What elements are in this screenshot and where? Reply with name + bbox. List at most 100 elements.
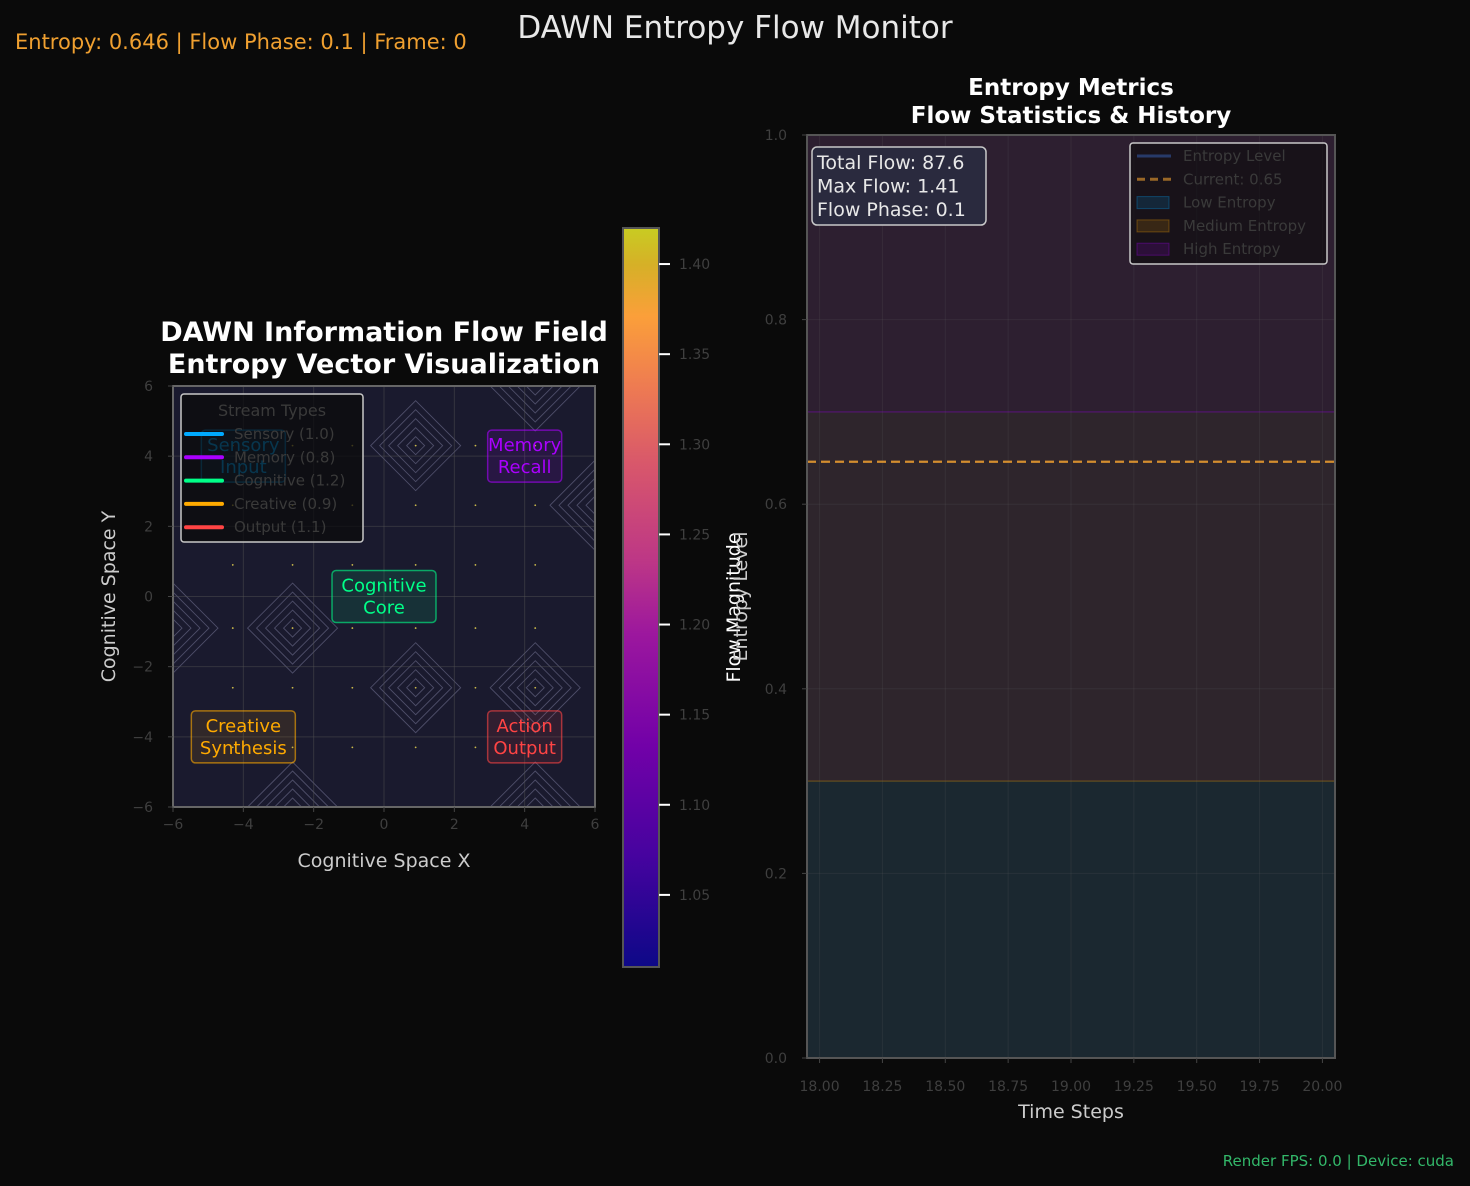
legend-label: Sensory (1.0) — [234, 425, 335, 443]
region-label: Synthesis — [200, 738, 287, 759]
entropy-metrics-panel: 18.00 18.25 18.50 18.75 19.00 19.25 19.50 19.75… — [730, 75, 1342, 1123]
panel-title: DAWN Information Flow Field — [160, 317, 608, 348]
flow-vector — [474, 746, 477, 749]
contour-line — [525, 797, 545, 807]
contour-line — [273, 609, 312, 647]
region-box — [190, 710, 297, 764]
contour-line — [246, 761, 339, 807]
colorbar-tick-label: 1.35 — [679, 347, 710, 363]
contour-line — [173, 618, 183, 638]
flow-vector — [291, 686, 294, 689]
x-tick-label: 18.00 — [800, 1079, 840, 1095]
legend-swatch — [1136, 219, 1170, 233]
x-tick-label: 18.75 — [988, 1079, 1028, 1095]
x-tick-label: 18.25 — [862, 1079, 902, 1095]
x-tick-label: −4 — [233, 817, 254, 833]
contour-line — [255, 591, 330, 665]
contour-line — [516, 386, 554, 405]
region-label: Core — [363, 598, 405, 619]
colorbar-tick-label: 1.15 — [679, 708, 710, 724]
colorbar: 1.05 1.10 1.15 1.20 1.25 1.30 1.35 1.40 Flow Mag… — [622, 227, 745, 968]
y-tick-label: 6 — [144, 379, 153, 395]
contour-line — [516, 788, 554, 807]
contour-line — [406, 436, 426, 456]
colorbar-tick-label: 1.20 — [679, 618, 710, 634]
panel-title: Entropy Vector Visualization — [168, 349, 600, 380]
stats-line: Flow Phase: 0.1 — [817, 199, 966, 221]
region-label: Creative — [206, 716, 281, 737]
y-tick-label: 0.4 — [765, 682, 787, 698]
contour-line — [489, 642, 581, 734]
contour-line — [585, 495, 595, 515]
region-label: Action — [496, 716, 552, 737]
stats-line: Total Flow: 87.6 — [816, 152, 965, 174]
contour-line — [489, 386, 581, 432]
y-tick-label: 4 — [144, 449, 153, 465]
contour-line — [173, 591, 210, 665]
flow-field-panel: −6 −4 −2 0 2 4 6 −6 −4 −2 0 2 4 6 Cognitive Space X Cog… — [98, 317, 608, 872]
flow-vector — [351, 686, 354, 689]
x-tick-label: 19.50 — [1177, 1079, 1217, 1095]
y-tick-label: 0 — [144, 590, 153, 606]
flow-vector — [414, 444, 417, 447]
colorbar-label: Flow Magnitude — [723, 532, 745, 682]
x-tick-label: 2 — [450, 817, 459, 833]
legend-label: High Entropy — [1183, 240, 1281, 258]
stats-line: Max Flow: 1.41 — [817, 176, 959, 198]
flow-vector — [414, 564, 417, 566]
flow-vector — [534, 746, 537, 749]
colorbar-tick-label: 1.25 — [679, 527, 710, 543]
y-tick-label: 0.6 — [765, 497, 787, 513]
colorbar-tick-label: 1.05 — [679, 888, 710, 904]
flow-vector — [534, 504, 537, 507]
contour-line — [397, 427, 435, 465]
flow-vector — [534, 686, 537, 689]
contour-line — [379, 409, 453, 483]
contour-line — [282, 797, 303, 807]
legend-label: Medium Entropy — [1183, 217, 1306, 235]
contour-line — [255, 770, 330, 807]
contour-lines — [173, 386, 595, 807]
region-box — [331, 569, 437, 624]
flow-vector — [231, 564, 234, 566]
contour-line — [406, 678, 426, 698]
contour-line — [516, 669, 554, 707]
legend-box — [180, 393, 364, 543]
contour-line — [498, 651, 572, 725]
flow-vector — [231, 686, 234, 689]
contour-line — [567, 477, 595, 533]
legend-swatch — [1136, 242, 1170, 256]
flow-vector — [474, 564, 477, 566]
contour-line — [549, 459, 595, 551]
x-tick-label: 19.75 — [1240, 1079, 1280, 1095]
status-readout: Entropy: 0.646 | Flow Phase: 0.1 | Frame… — [15, 30, 467, 54]
contour-line — [246, 582, 339, 674]
x-tick-label: −2 — [303, 817, 324, 833]
contour-line — [282, 618, 303, 638]
contour-line — [388, 660, 444, 716]
contour-line — [558, 468, 595, 542]
flow-vector — [351, 746, 354, 749]
stats-box — [811, 146, 987, 226]
contour-line — [576, 486, 595, 524]
region-label: Memory — [488, 435, 562, 456]
y-tick-label: −6 — [132, 800, 153, 816]
y-tick-label: 2 — [144, 519, 153, 535]
panel-title: Entropy Metrics — [968, 75, 1174, 101]
region-label: Recall — [498, 457, 552, 478]
colorbar-tick-label: 1.30 — [679, 437, 710, 453]
contour-line — [173, 582, 219, 674]
contour-line — [525, 386, 545, 396]
legend-label: Memory (0.8) — [234, 448, 335, 466]
region-box — [486, 429, 563, 483]
contour-line — [507, 386, 563, 414]
flow-vector — [474, 686, 477, 689]
figure-title: DAWN Entropy Flow Monitor — [517, 10, 953, 46]
y-tick-label: 0.0 — [765, 1051, 787, 1067]
legend-label: Creative (0.9) — [234, 495, 337, 513]
contour-line — [370, 400, 462, 492]
x-tick-label: 19.25 — [1114, 1079, 1154, 1095]
flow-vector — [534, 564, 537, 566]
contour-line — [489, 761, 581, 807]
